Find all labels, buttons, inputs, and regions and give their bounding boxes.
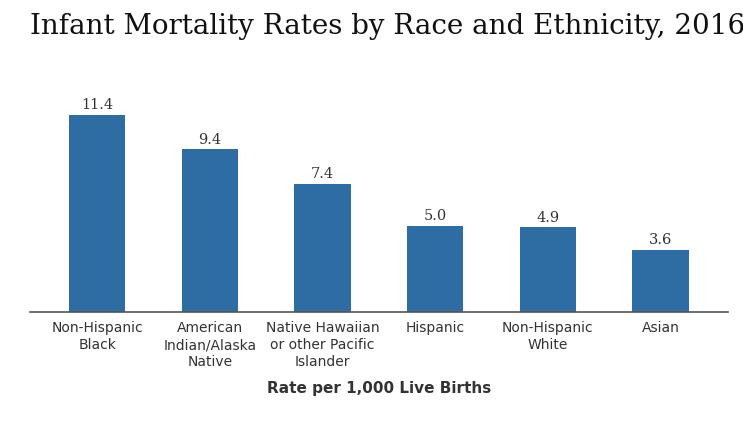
Text: 7.4: 7.4: [311, 168, 334, 181]
Text: 11.4: 11.4: [81, 98, 114, 112]
Bar: [520, 227, 576, 312]
X-axis label: Rate per 1,000 Live Births: Rate per 1,000 Live Births: [267, 381, 491, 395]
Bar: [632, 250, 689, 312]
Text: Infant Mortality Rates by Race and Ethnicity, 2016: Infant Mortality Rates by Race and Ethni…: [30, 13, 743, 40]
Bar: [294, 184, 351, 312]
Text: 4.9: 4.9: [536, 211, 559, 225]
Text: 3.6: 3.6: [649, 233, 672, 247]
Text: 9.4: 9.4: [198, 133, 221, 147]
Bar: [407, 226, 464, 312]
Bar: [69, 115, 126, 312]
Text: 5.0: 5.0: [424, 209, 447, 223]
Bar: [182, 149, 238, 312]
